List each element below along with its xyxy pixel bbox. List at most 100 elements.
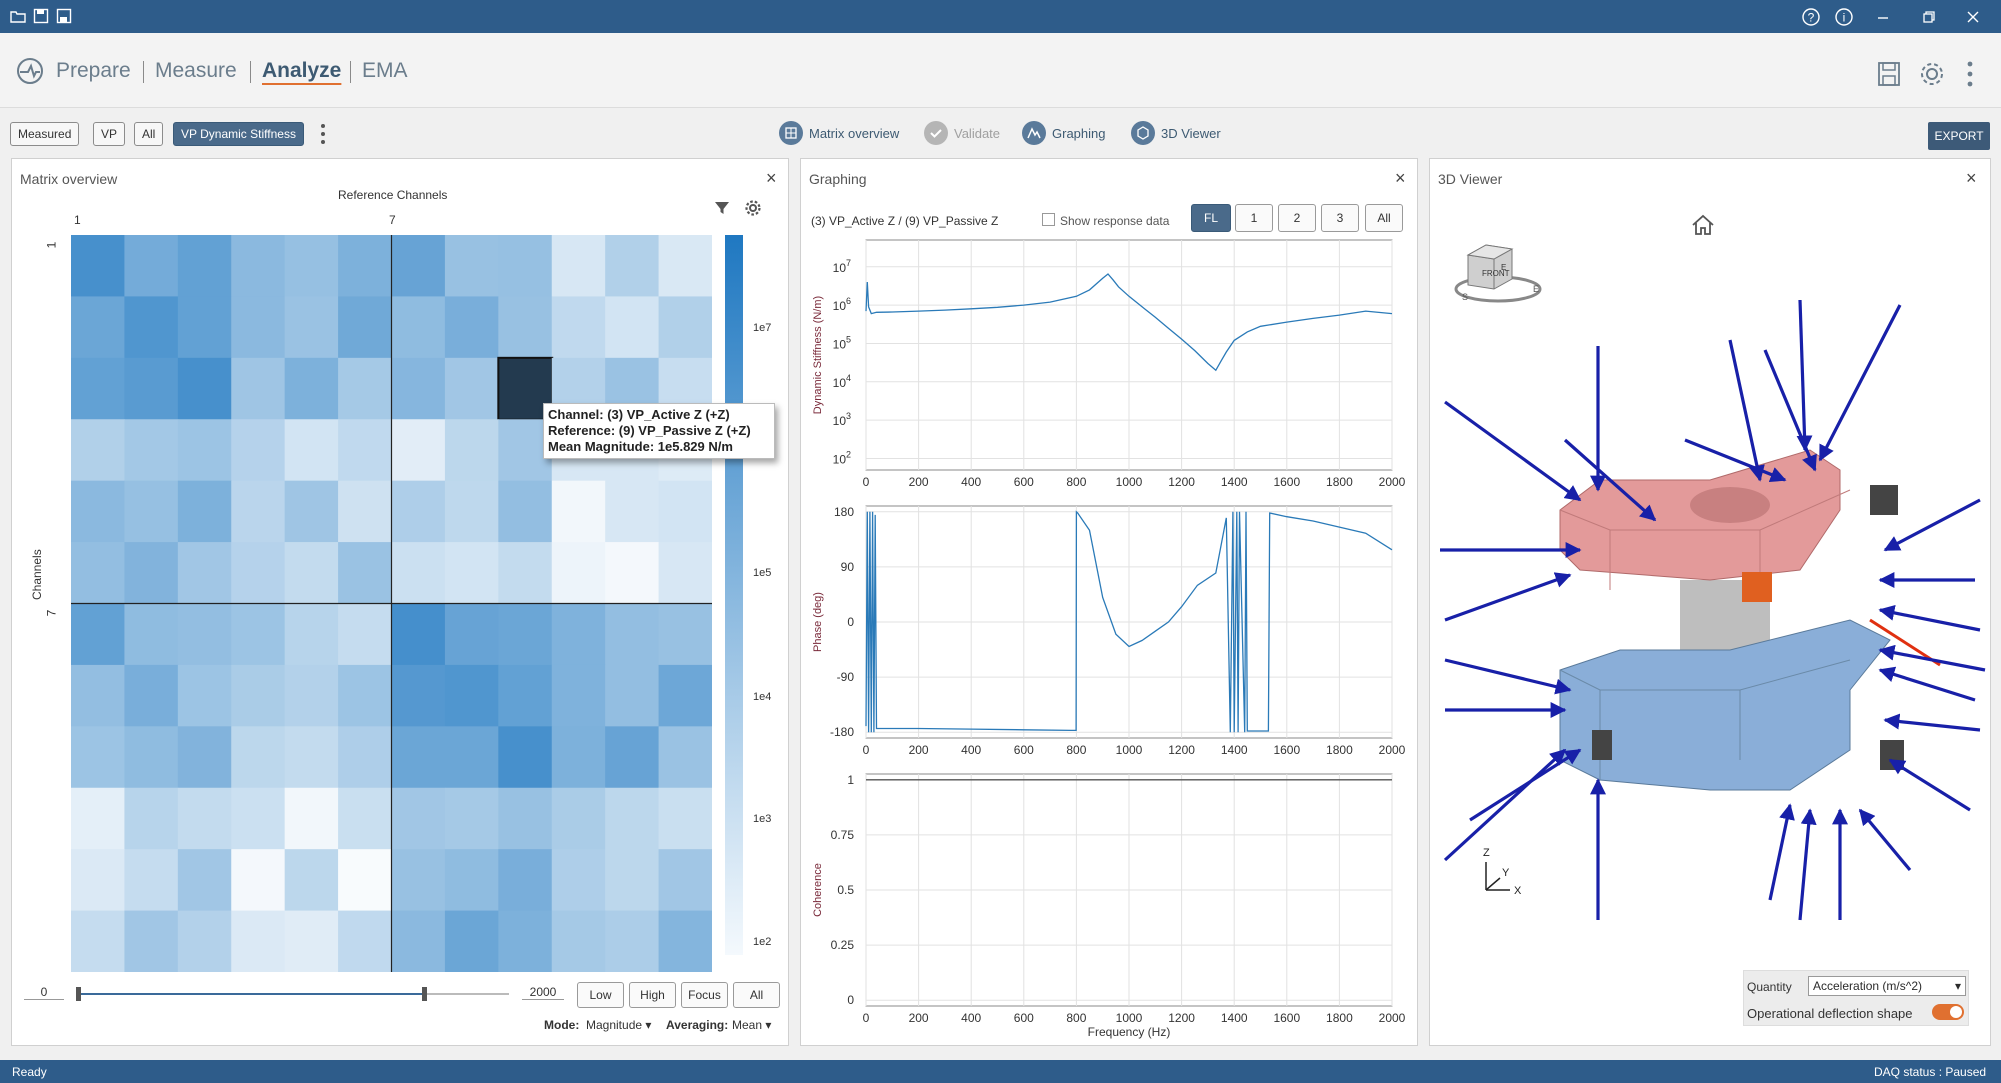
matrix-cell[interactable] [551, 603, 606, 666]
matrix-cell[interactable] [284, 849, 339, 912]
matrix-cell[interactable] [444, 664, 499, 727]
matrix-cell[interactable] [284, 357, 339, 420]
matrix-cell[interactable] [124, 296, 179, 359]
matrix-cell[interactable] [498, 542, 553, 604]
matrix-cell[interactable] [71, 726, 125, 789]
matrix-cell[interactable] [338, 542, 392, 604]
matrix-cell[interactable] [338, 235, 392, 297]
matrix-cell[interactable] [551, 664, 606, 727]
slider-min-handle[interactable] [76, 987, 81, 1001]
matrix-cell[interactable] [177, 726, 232, 789]
matrix-cell[interactable] [338, 419, 392, 482]
matrix-cell[interactable] [338, 296, 392, 359]
matrix-cell[interactable] [124, 235, 179, 297]
quantity-select[interactable]: Acceleration (m/s^2) ▾ [1808, 976, 1966, 996]
matrix-heatmap[interactable] [71, 235, 712, 972]
matrix-cell[interactable] [444, 849, 499, 912]
matrix-cell[interactable] [391, 849, 446, 912]
restore-icon[interactable] [1918, 6, 1940, 28]
matrix-cell[interactable] [444, 603, 499, 666]
matrix-cell[interactable] [605, 235, 660, 297]
info-icon[interactable]: i [1833, 6, 1855, 28]
matrix-cell[interactable] [284, 603, 339, 666]
range-min-field[interactable]: 0 [24, 985, 64, 1000]
matrix-cell[interactable] [231, 419, 286, 482]
matrix-cell[interactable] [124, 787, 179, 850]
matrix-cell[interactable] [231, 480, 286, 543]
ods-toggle[interactable] [1932, 1004, 1964, 1020]
matrix-cell[interactable] [338, 603, 392, 666]
range-focus-button[interactable]: Focus [681, 982, 728, 1008]
matrix-cell[interactable] [498, 787, 553, 850]
matrix-cell[interactable] [71, 235, 125, 297]
matrix-cell[interactable] [391, 480, 446, 543]
matrix-cell[interactable] [71, 296, 125, 359]
matrix-cell[interactable] [551, 542, 606, 604]
mode-dropdown[interactable]: Magnitude ▾ [586, 1018, 652, 1032]
matrix-cell[interactable] [658, 480, 712, 543]
matrix-cell[interactable] [284, 296, 339, 359]
matrix-cell[interactable] [498, 296, 553, 359]
home-icon[interactable] [1690, 212, 1716, 238]
matrix-cell[interactable] [124, 419, 179, 482]
matrix-cell[interactable] [177, 357, 232, 420]
matrix-cell[interactable] [177, 910, 232, 972]
matrix-cell[interactable] [391, 787, 446, 850]
matrix-cell[interactable] [71, 849, 125, 912]
matrix-cell[interactable] [338, 664, 392, 727]
matrix-cell[interactable] [605, 664, 660, 727]
matrix-cell[interactable] [551, 296, 606, 359]
matrix-cell[interactable] [658, 542, 712, 604]
matrix-cell[interactable] [231, 296, 286, 359]
averaging-dropdown[interactable]: Mean ▾ [732, 1018, 772, 1032]
matrix-cell[interactable] [177, 296, 232, 359]
matrix-cell[interactable] [124, 357, 179, 420]
matrix-cell[interactable] [177, 542, 232, 604]
segment-2[interactable]: 2 [1278, 204, 1316, 232]
matrix-cell[interactable] [498, 726, 553, 789]
matrix-cell[interactable] [231, 542, 286, 604]
matrix-cell[interactable] [498, 480, 553, 543]
save-as-icon[interactable] [56, 8, 72, 24]
matrix-cell[interactable] [391, 542, 446, 604]
matrix-cell[interactable] [71, 787, 125, 850]
graphing-button[interactable]: Graphing [1022, 121, 1105, 145]
matrix-cell[interactable] [498, 910, 553, 972]
matrix-cell[interactable] [177, 849, 232, 912]
matrix-cell[interactable] [391, 664, 446, 727]
matrix-cell[interactable] [391, 419, 446, 482]
matrix-cell[interactable] [124, 542, 179, 604]
matrix-cell[interactable] [605, 480, 660, 543]
filter-vp[interactable]: VP [93, 122, 126, 146]
matrix-cell[interactable] [338, 787, 392, 850]
matrix-cell[interactable] [124, 849, 179, 912]
nav-analyze[interactable]: Analyze [262, 59, 342, 82]
matrix-cell[interactable] [444, 726, 499, 789]
matrix-cell[interactable] [391, 357, 446, 420]
view-cube[interactable]: FRONT E S E [1448, 237, 1548, 309]
matrix-cell[interactable] [391, 235, 446, 297]
matrix-cell[interactable] [177, 664, 232, 727]
matrix-cell[interactable] [658, 296, 712, 359]
show-response-checkbox[interactable] [1042, 213, 1055, 226]
matrix-cell[interactable] [231, 357, 286, 420]
segment-1[interactable]: 1 [1235, 204, 1273, 232]
viewer-panel-close-icon[interactable]: × [1966, 168, 1977, 188]
matrix-cell[interactable] [444, 235, 499, 297]
matrix-cell[interactable] [498, 235, 553, 297]
matrix-cell[interactable] [284, 235, 339, 297]
save-project-icon[interactable] [1877, 61, 1901, 87]
matrix-cell[interactable] [124, 910, 179, 972]
matrix-cell[interactable] [658, 664, 712, 727]
toolbar-more-icon[interactable] [320, 123, 326, 145]
matrix-cell[interactable] [71, 542, 125, 604]
matrix-overview-button[interactable]: Matrix overview [779, 121, 899, 145]
matrix-cell[interactable] [284, 664, 339, 727]
range-max-field[interactable]: 2000 [522, 985, 564, 1000]
matrix-cell[interactable] [71, 419, 125, 482]
validate-button[interactable]: Validate [924, 121, 1000, 145]
matrix-cell[interactable] [231, 849, 286, 912]
matrix-cell[interactable] [391, 910, 446, 972]
matrix-cell[interactable] [71, 910, 125, 972]
